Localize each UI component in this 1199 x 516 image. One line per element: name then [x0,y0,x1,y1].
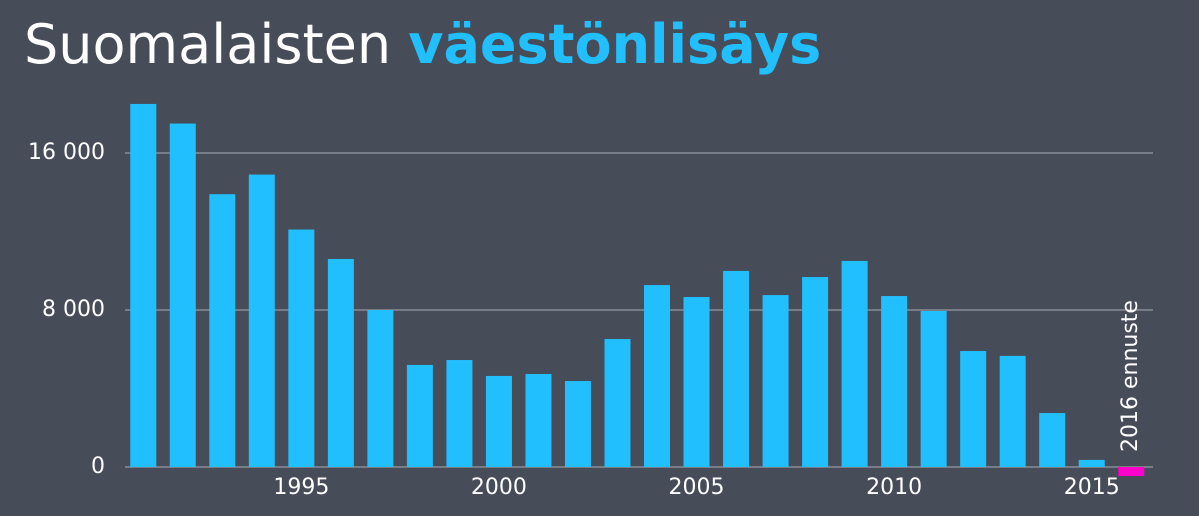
bar [446,360,473,467]
bar [248,174,275,467]
bar [209,194,236,467]
bar [762,295,789,467]
bar [881,296,908,467]
x-tick-label: 2005 [669,475,725,500]
bar [841,260,868,467]
x-tick-label: 2010 [866,475,922,500]
bar [367,310,394,467]
bar [960,351,987,467]
bar [327,258,354,467]
x-tick-label: 2000 [471,475,527,500]
bar [683,297,710,467]
y-tick-label: 0 [91,454,105,479]
bar [288,229,315,467]
bar [564,381,591,467]
bar [723,270,750,467]
y-tick-label: 8 000 [42,297,105,322]
bar [1118,467,1145,477]
title-main: Suomalaisten [24,13,391,76]
x-tick-label: 1995 [273,475,329,500]
bar [169,123,196,467]
annotation: 2016 ennuste [1118,300,1143,452]
bar [920,310,947,467]
title-highlight: väestönlisäys [408,13,821,76]
bar [130,103,157,467]
bar [644,285,671,467]
bar [406,364,433,467]
bar [1078,459,1105,467]
bar [525,373,552,467]
chart-title: Suomalaisten väestönlisäys [24,13,821,76]
bar [802,277,829,467]
bar [1039,413,1066,467]
y-tick-label: 16 000 [28,140,105,165]
bar [604,339,631,467]
bar [485,375,512,467]
x-tick-label: 2015 [1064,475,1120,500]
bar [999,355,1026,467]
